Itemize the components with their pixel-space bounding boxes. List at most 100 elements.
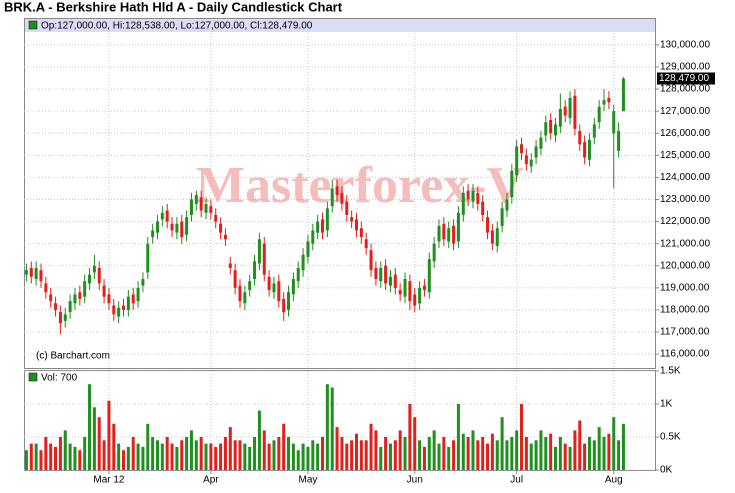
y-tick-label: 120,000.00 — [660, 260, 710, 271]
volume-bar — [471, 430, 475, 470]
candle-body — [607, 97, 611, 103]
candle-body — [262, 243, 266, 275]
last-price-box — [657, 72, 715, 85]
candle-body — [403, 279, 407, 297]
candle-body — [117, 307, 121, 317]
x-tick-label: Jun — [407, 475, 423, 486]
volume-bar — [442, 437, 446, 470]
volume-bar — [160, 443, 164, 470]
candle-body — [34, 267, 38, 280]
legend-swatch — [28, 372, 38, 382]
volume-bar — [617, 440, 621, 470]
y-tick-label: 128,000.00 — [660, 84, 710, 95]
volume-bar — [272, 440, 276, 470]
candle-body — [243, 292, 247, 304]
candle-body — [524, 155, 528, 165]
volume-bar — [175, 446, 179, 470]
candle-body — [287, 292, 291, 310]
candle-body — [369, 250, 373, 271]
candle-body — [500, 208, 504, 227]
candle-body — [583, 142, 587, 158]
y-tick-label: 127,000.00 — [660, 106, 710, 117]
y-tick-label: 122,000.00 — [660, 216, 710, 227]
volume-bar — [78, 450, 82, 470]
volume-bar — [621, 423, 625, 470]
volume-bar — [136, 443, 140, 470]
candle-body — [194, 195, 198, 204]
candle-body — [214, 214, 218, 222]
x-tick-label: Mar 12 — [93, 475, 125, 486]
candle-body — [73, 294, 77, 304]
candle-body — [296, 267, 300, 282]
volume-bar — [427, 437, 431, 470]
volume-bar — [558, 437, 562, 470]
candle-body — [131, 294, 135, 304]
candle-body — [476, 192, 480, 204]
volume-bar — [214, 446, 218, 470]
volume-bar — [330, 387, 334, 470]
y-tick-label: 121,000.00 — [660, 238, 710, 249]
candle-body — [350, 217, 354, 222]
candle-body — [155, 221, 159, 233]
volume-bar — [335, 427, 339, 470]
volume-bar — [413, 417, 417, 470]
candle-body — [384, 265, 388, 284]
last-price-label: 128,479.00 — [659, 73, 709, 84]
volume-bar — [568, 446, 572, 470]
candle-body — [490, 230, 494, 244]
candle-body — [321, 219, 325, 233]
volume-bar — [350, 440, 354, 470]
candle-body — [146, 243, 150, 273]
legend-text: Vol: 700 — [41, 373, 78, 384]
candle-body — [374, 267, 378, 280]
volume-bar — [495, 440, 499, 470]
candle-body — [291, 279, 295, 295]
volume-bar — [180, 440, 184, 470]
candle-body — [379, 267, 383, 282]
volume-bar — [597, 427, 601, 470]
candle-body — [219, 223, 223, 233]
volume-bar — [481, 437, 485, 470]
volume-bar — [291, 443, 295, 470]
volume-bar — [58, 437, 62, 470]
candle-body — [544, 122, 548, 136]
candle-body — [282, 298, 286, 313]
candle-body — [29, 267, 33, 277]
volume-bar — [228, 427, 232, 470]
y-tick-label: 130,000.00 — [660, 40, 710, 51]
candle-body — [335, 186, 339, 196]
candle-body — [170, 223, 174, 231]
watermark: Masterforex-V — [196, 157, 524, 214]
candle-body — [388, 276, 392, 286]
candle-body — [437, 226, 441, 242]
x-tick-label: Jul — [510, 475, 523, 486]
candle-body — [558, 108, 562, 127]
volume-bar — [141, 446, 145, 470]
candle-body — [442, 223, 446, 240]
volume-bar — [408, 404, 412, 470]
volume-bar — [393, 440, 397, 470]
candle-body — [597, 106, 601, 123]
source-note: (c) Barchart.com — [36, 351, 110, 362]
candle-body — [359, 228, 363, 238]
volume-bar — [301, 443, 305, 470]
volume-bar — [311, 440, 315, 470]
candle-body — [272, 283, 276, 293]
volume-bar — [456, 404, 460, 470]
volume-bar — [549, 433, 553, 470]
candle-body — [54, 303, 58, 310]
legend-text: Op:127,000.00, Hi:128,538.00, Lo:127,000… — [41, 21, 313, 32]
volume-bar — [194, 440, 198, 470]
candle-body — [330, 188, 334, 207]
candle-body — [151, 230, 155, 238]
volume-bar — [233, 440, 237, 470]
volume-bar — [219, 443, 223, 470]
volume-bar — [500, 417, 504, 470]
candle-body — [165, 210, 169, 222]
volume-bar — [170, 443, 174, 470]
candle-body — [466, 190, 470, 200]
volume-bar — [73, 446, 77, 470]
candle-body — [316, 221, 320, 233]
candle-body — [408, 281, 412, 302]
candle-body — [481, 201, 485, 215]
